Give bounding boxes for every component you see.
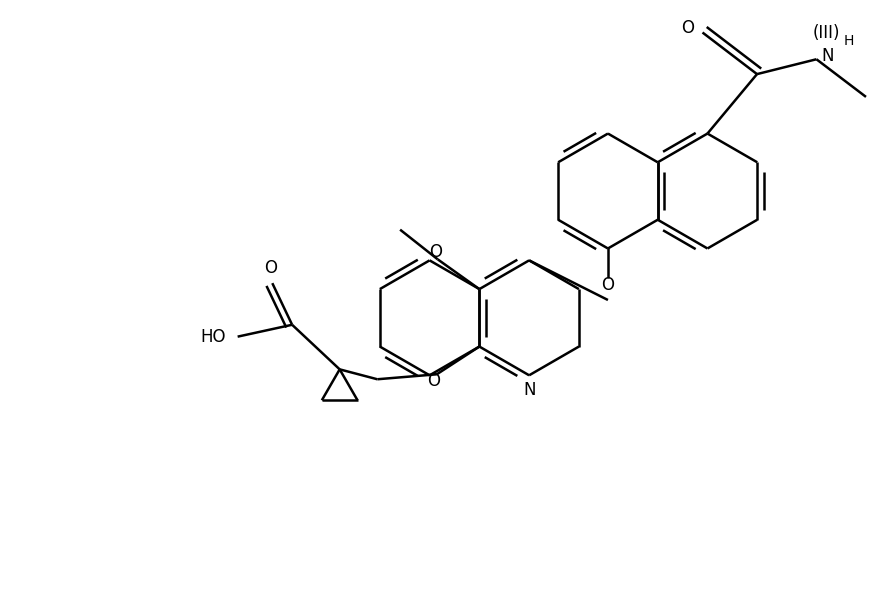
Text: O: O (430, 244, 443, 262)
Text: (III): (III) (813, 23, 840, 41)
Text: O: O (681, 19, 694, 37)
Text: O: O (601, 276, 615, 294)
Text: HO: HO (200, 328, 225, 346)
Text: N: N (821, 47, 834, 65)
Text: O: O (427, 372, 440, 390)
Text: H: H (843, 34, 854, 49)
Text: O: O (264, 259, 277, 277)
Text: N: N (523, 381, 535, 399)
